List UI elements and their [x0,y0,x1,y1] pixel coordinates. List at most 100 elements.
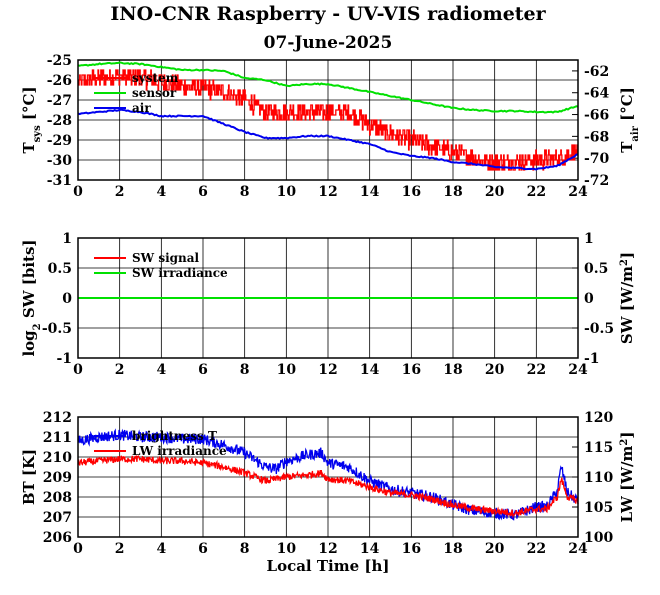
plot-frame [77,59,579,181]
x-tick-label: 20 [485,541,505,557]
plot-frame [77,237,579,359]
y-tick-label: -30 [47,153,73,169]
x-tick-label: 22 [527,362,546,378]
series-line-air [77,108,579,171]
x-tick-label: 22 [527,541,546,557]
y-axis-label-part: LW [W/m [618,445,636,522]
y-tick-label: 0.5 [48,261,72,277]
x-tick-label: 24 [568,184,588,200]
chart-panel-temperature: 0 2 4 6 8 10 12 14 16 18 20 22 24-25-26-27-28-29-30-… [20,53,641,200]
x-tick-label: 20 [485,362,505,378]
y-tick-label: 210 [43,450,72,466]
y-right-tick-label: -70 [584,151,610,167]
y-axis-label-part: SW [bits] [20,239,38,323]
x-tick-label: 24 [568,362,588,378]
y-axis-label: Tsys [°C] [20,86,43,153]
x-tick-label: 10 [277,184,297,200]
x-tick-label: 0 [73,184,83,200]
y-right-axis-label: Tair [°C] [618,87,641,153]
y-tick-label: -28 [47,113,72,129]
x-tick-label: 16 [402,184,421,200]
y-tick-label: 1 [62,231,72,247]
y-tick-label: 209 [43,470,72,486]
y-tick-label: 212 [43,410,72,426]
y-axis-label-part: 2 [619,439,630,446]
legend-entry: brightness T [132,429,217,443]
y-tick-label: -0.5 [42,321,72,337]
y-tick-label: 208 [43,490,72,506]
x-tick-label: 8 [240,362,250,378]
y-tick-label: 211 [43,430,72,446]
y-right-tick-label: -62 [584,64,609,80]
y-right-tick-label: 105 [584,500,613,516]
y-tick-label: -27 [47,93,72,109]
y-axis-label-part: [°C] [618,87,636,126]
y-axis-label: BT [K] [20,449,38,505]
y-right-tick-label: -72 [584,173,609,189]
y-axis-label-part: BT [K] [20,449,38,505]
x-tick-label: 8 [240,541,250,557]
y-tick-label: 207 [43,510,72,526]
y-tick-label: -26 [47,73,72,89]
series-line-system [77,69,578,171]
x-tick-label: 4 [156,362,166,378]
x-tick-label: 14 [360,541,380,557]
y-right-tick-label: 1 [584,231,594,247]
series-line-sensor [77,61,579,114]
x-tick-label: 14 [360,184,380,200]
chart-panel-shortwave: 0 2 4 6 8 10 12 14 16 18 20 22 2410.50-0.5-110.50-0.… [20,231,636,378]
y-right-axis-label: SW [W/m2] [618,252,636,344]
y-right-tick-label: 110 [584,470,613,486]
y-tick-label: -25 [47,53,72,69]
x-tick-label: 6 [198,362,208,378]
y-tick-label: 206 [43,530,72,546]
y-right-tick-label: 0.5 [584,261,608,277]
legend-entry: LW irradiance [132,444,227,458]
y-axis-label: log2 SW [bits] [20,239,43,356]
x-tick-label: 10 [277,541,297,557]
y-axis-label-part: T [20,142,38,154]
x-tick-label: 4 [156,541,166,557]
y-tick-label: -31 [47,173,72,189]
y-axis-label-part: T [618,141,636,153]
figure-title: INO-CNR Raspberry - UV-VIS radiometer [110,3,546,25]
y-axis-label-part: [°C] [20,86,38,125]
x-tick-label: 20 [485,184,505,200]
y-right-tick-label: -64 [584,86,610,102]
legend-entry: SW signal [132,251,200,265]
y-right-tick-label: 115 [584,440,613,456]
y-right-axis-label: LW [W/m2] [618,432,636,523]
x-tick-label: 2 [115,362,125,378]
x-tick-label: 12 [318,541,337,557]
y-axis-label-part: ] [618,252,636,259]
x-tick-label: 22 [527,184,546,200]
legend-entry: sensor [132,86,177,100]
y-axis-label-part: 2 [32,323,43,330]
x-tick-label: 6 [198,184,208,200]
y-right-tick-label: -1 [584,351,600,367]
series-line-lw-irradiance [77,454,579,519]
x-tick-label: 18 [443,184,462,200]
y-tick-label: 0 [62,291,72,307]
y-right-tick-label: -0.5 [584,321,614,337]
x-tick-label: 24 [568,541,588,557]
x-tick-label: 16 [402,541,421,557]
figure-subtitle: 07-June-2025 [264,33,393,53]
x-tick-label: 0 [73,541,83,557]
x-tick-label: 2 [115,541,125,557]
y-right-tick-label: -66 [584,108,609,124]
x-tick-label: 16 [402,362,421,378]
chart-panel-longwave: 0 2 4 6 8 10 12 14 16 18 20 22 242122112102092082072… [20,410,636,575]
y-tick-label: -1 [56,351,72,367]
x-tick-label: 0 [73,362,83,378]
x-tick-label: 2 [115,184,125,200]
y-axis-label-part: air [630,125,641,141]
y-right-tick-label: -68 [584,129,609,145]
y-axis-label-part: SW [W/m [618,266,636,344]
x-tick-label: 14 [360,362,380,378]
y-right-tick-label: 100 [584,530,613,546]
y-axis-label-part: ] [618,432,636,439]
x-tick-label: 10 [277,362,297,378]
y-axis-label-part: log [20,330,38,357]
y-tick-label: -29 [47,133,72,149]
